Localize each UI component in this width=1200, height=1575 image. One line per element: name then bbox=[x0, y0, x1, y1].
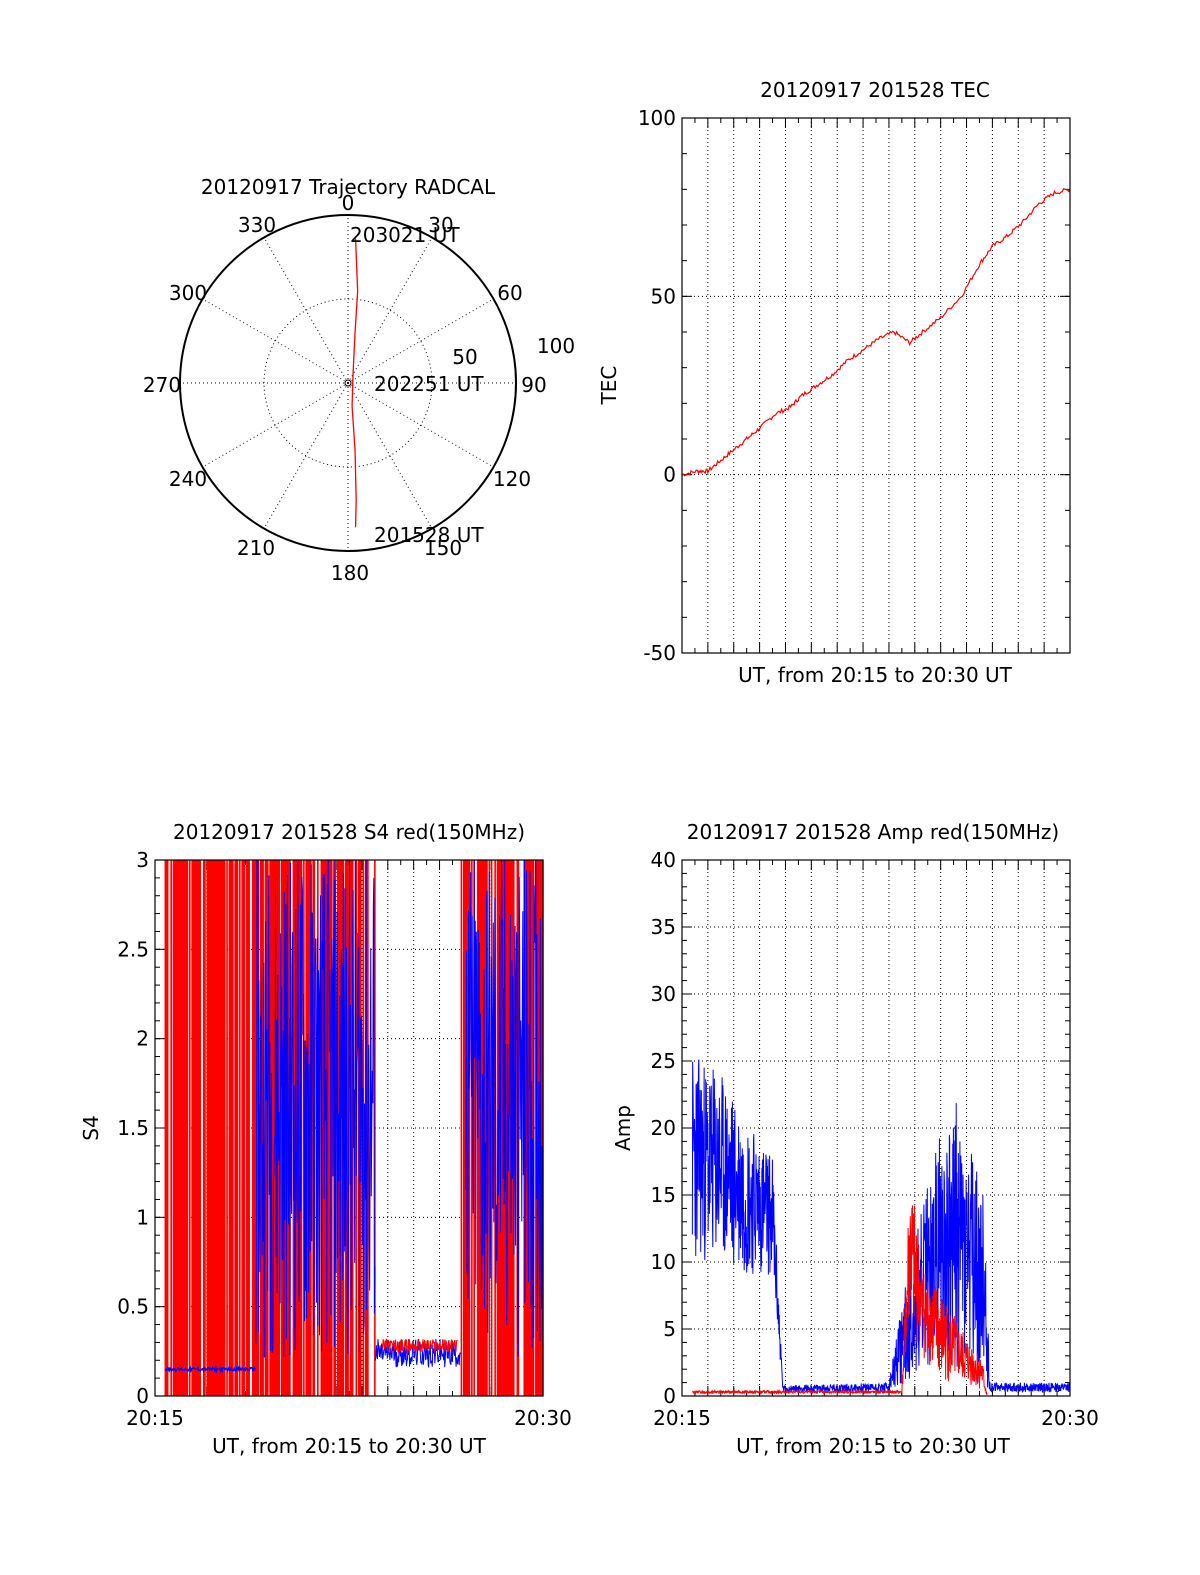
amp-xlabel: UT, from 20:15 to 20:30 UT bbox=[736, 1434, 1011, 1458]
polar-angle-label: 240 bbox=[169, 467, 207, 491]
s4-title: 20120917 201528 S4 red(150MHz) bbox=[173, 820, 525, 844]
polar-angle-label: 120 bbox=[493, 467, 531, 491]
blue-s4-dense bbox=[464, 859, 544, 1357]
y-tick-label: 40 bbox=[651, 848, 676, 872]
x-tick-label: 20:15 bbox=[653, 1406, 711, 1430]
x-tick-label: 20:30 bbox=[514, 1406, 572, 1430]
y-tick-label: 2.5 bbox=[117, 937, 149, 961]
trajectory-line bbox=[351, 238, 359, 528]
s4-panel: 20120917 201528 S4 red(150MHz) UT, from … bbox=[79, 820, 572, 1458]
s4-ylabel: S4 bbox=[79, 1115, 103, 1140]
y-tick-label: 1.5 bbox=[117, 1116, 149, 1140]
polar-ring-50 bbox=[263, 298, 433, 468]
y-tick-label: -50 bbox=[643, 641, 676, 665]
red-amp-series bbox=[692, 1205, 988, 1396]
y-tick-label: 35 bbox=[651, 915, 676, 939]
y-tick-label: 0 bbox=[663, 1384, 676, 1408]
amp-panel: 20120917 201528 Amp red(150MHz) UT, from… bbox=[611, 820, 1099, 1458]
polar-angle-label: 30 bbox=[428, 213, 453, 237]
y-tick-label: 0.5 bbox=[117, 1295, 149, 1319]
polar-angle-label: 90 bbox=[521, 373, 546, 397]
polar-trajectory-panel: 20120917 Trajectory RADCAL 0 30 60 90 120 150… bbox=[143, 175, 575, 585]
y-tick-label: 5 bbox=[663, 1317, 676, 1341]
polar-spoke bbox=[202, 298, 349, 384]
polar-spoke bbox=[263, 382, 349, 529]
polar-radius-label: 100 bbox=[537, 334, 575, 358]
polar-angle-label: 150 bbox=[424, 536, 462, 560]
y-tick-label: 0 bbox=[136, 1384, 149, 1408]
x-tick-label: 20:30 bbox=[1041, 1406, 1099, 1430]
amp-title: 20120917 201528 Amp red(150MHz) bbox=[687, 820, 1059, 844]
red-s4-low bbox=[382, 1338, 458, 1354]
plot-frame bbox=[681, 117, 1071, 654]
y-tick-label: 100 bbox=[638, 106, 676, 130]
y-tick-label: 1 bbox=[136, 1205, 149, 1229]
polar-angle-label: 210 bbox=[237, 536, 275, 560]
polar-spoke bbox=[347, 237, 433, 384]
polar-angle-label: 300 bbox=[169, 281, 207, 305]
tec-panel: 20120917 201528 TEC UT, from 20:15 to 20… bbox=[597, 78, 1071, 687]
polar-radius-label: 50 bbox=[452, 345, 477, 369]
polar-spoke bbox=[347, 382, 433, 529]
polar-annotation-mid: 202251 UT bbox=[374, 372, 484, 396]
tec-xlabel: UT, from 20:15 to 20:30 UT bbox=[738, 663, 1013, 687]
blue-s4-low bbox=[374, 1338, 461, 1369]
polar-spoke bbox=[347, 298, 494, 384]
polar-spoke bbox=[263, 237, 349, 384]
amp-ylabel: Amp bbox=[611, 1105, 635, 1151]
y-tick-label: 3 bbox=[136, 848, 149, 872]
blue-amp-series bbox=[691, 1059, 1071, 1394]
polar-annotation-start: 201528 UT bbox=[374, 523, 484, 547]
y-tick-label: 30 bbox=[651, 982, 676, 1006]
y-tick-label: 0 bbox=[663, 463, 676, 487]
polar-outer-circle bbox=[179, 214, 517, 552]
blue-s4-flat bbox=[164, 1364, 257, 1374]
polar-annotation-end: 203021 UT bbox=[350, 223, 460, 247]
blue-s4-dense bbox=[255, 859, 376, 1358]
tec-ylabel: TEC bbox=[597, 366, 621, 406]
polar-spoke bbox=[347, 382, 494, 468]
y-tick-label: 15 bbox=[651, 1183, 676, 1207]
tec-title: 20120917 201528 TEC bbox=[760, 78, 990, 102]
y-tick-label: 2 bbox=[136, 1027, 149, 1051]
polar-angle-label: 330 bbox=[238, 213, 276, 237]
s4-xlabel: UT, from 20:15 to 20:30 UT bbox=[212, 1434, 487, 1458]
polar-angle-label: 180 bbox=[331, 561, 369, 585]
x-tick-label: 20:15 bbox=[126, 1406, 184, 1430]
polar-angle-label: 270 bbox=[143, 373, 181, 397]
polar-angle-label: 0 bbox=[342, 191, 355, 215]
plot-frame bbox=[681, 859, 1071, 1397]
polar-spoke bbox=[202, 382, 349, 468]
polar-title: 20120917 Trajectory RADCAL bbox=[201, 175, 496, 199]
polar-angle-label: 60 bbox=[497, 281, 522, 305]
plot-frame bbox=[154, 859, 544, 1397]
polar-center bbox=[344, 379, 352, 387]
tec-series-line bbox=[681, 188, 1071, 477]
y-tick-label: 20 bbox=[651, 1116, 676, 1140]
y-tick-label: 10 bbox=[651, 1250, 676, 1274]
y-tick-label: 50 bbox=[651, 284, 676, 308]
y-tick-label: 25 bbox=[651, 1049, 676, 1073]
